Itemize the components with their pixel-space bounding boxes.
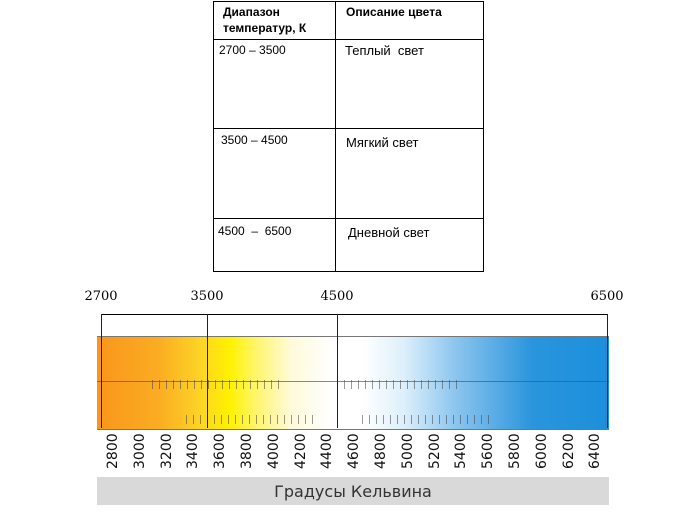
range-cell: 4500 – 6500 xyxy=(213,217,336,273)
scale-axis-line xyxy=(101,314,607,315)
tick-label: 6000 xyxy=(533,433,550,469)
tick-cluster-upper-right xyxy=(344,380,460,389)
header-description-text: Описание цвета xyxy=(346,5,442,19)
table-row: 4500 – 6500 Дневной свет xyxy=(213,217,484,273)
scale-label-2700: 2700 xyxy=(84,289,118,304)
tick-label: 4800 xyxy=(373,433,389,469)
tick-label: 6200 xyxy=(560,433,577,469)
description-cell: Теплый свет xyxy=(335,39,484,130)
scale-label-4500: 4500 xyxy=(320,289,354,304)
tick-label: 3200 xyxy=(158,433,175,469)
tick-label: 4600 xyxy=(346,433,363,469)
tick-label: 6400 xyxy=(587,433,604,469)
table-row: 2700 – 3500 Теплый свет xyxy=(213,39,484,130)
tick-label: 5000 xyxy=(399,433,416,469)
scale-footer-text: Градусы Кельвина xyxy=(274,481,432,501)
tick-label: 3600 xyxy=(212,433,229,469)
tick-label: 5600 xyxy=(480,433,497,469)
scale-label-3500: 3500 xyxy=(190,289,224,304)
range-cell: 2700 – 3500 xyxy=(213,39,336,130)
header-description: Описание цвета xyxy=(335,0,484,41)
range-cell: 3500 – 4500 xyxy=(213,128,336,219)
range-value: 4500 – 6500 xyxy=(218,223,292,238)
tick-label: 3400 xyxy=(185,433,202,469)
tick-cluster-upper-left xyxy=(152,380,282,389)
tick-label: 5400 xyxy=(453,433,470,469)
tick-label: 2800 xyxy=(105,433,121,469)
header-range-line2: температур, К xyxy=(223,21,307,35)
range-value: 3500 – 4500 xyxy=(221,133,288,148)
header-range-line1: Диапазон xyxy=(223,5,280,19)
range-value: 2700 – 3500 xyxy=(219,43,286,58)
tick-cluster-lower-right xyxy=(362,415,492,424)
table-header-row: Диапазон температур, К Описание цвета xyxy=(213,0,484,41)
description-cell: Дневной свет xyxy=(335,217,484,273)
tick-label: 3000 xyxy=(131,433,148,469)
tick-label: 5200 xyxy=(426,433,443,469)
tick-label: 4400 xyxy=(319,433,336,469)
tick-cluster-lower-left xyxy=(186,415,316,424)
marker-3500 xyxy=(207,314,208,428)
scale-label-6500: 6500 xyxy=(590,289,624,304)
tick-label: 4200 xyxy=(292,433,309,469)
table-row: 3500 – 4500 Мягкий свет xyxy=(213,128,484,219)
tick-label: 5800 xyxy=(507,433,523,469)
marker-6500 xyxy=(607,314,608,428)
description-value: Дневной свет xyxy=(348,224,430,240)
description-cell: Мягкий свет xyxy=(335,128,484,219)
tick-label: 3800 xyxy=(239,433,255,469)
color-temperature-table: Диапазон температур, К Описание цвета 270… xyxy=(213,0,484,273)
description-value: Мягкий свет xyxy=(346,135,419,151)
marker-4500 xyxy=(337,314,338,428)
tick-label: 4000 xyxy=(265,433,282,469)
description-value: Теплый свет xyxy=(345,43,424,59)
header-range: Диапазон температур, К xyxy=(213,0,336,41)
scale-footer: Градусы Кельвина xyxy=(97,477,609,505)
marker-2700 xyxy=(101,314,102,428)
